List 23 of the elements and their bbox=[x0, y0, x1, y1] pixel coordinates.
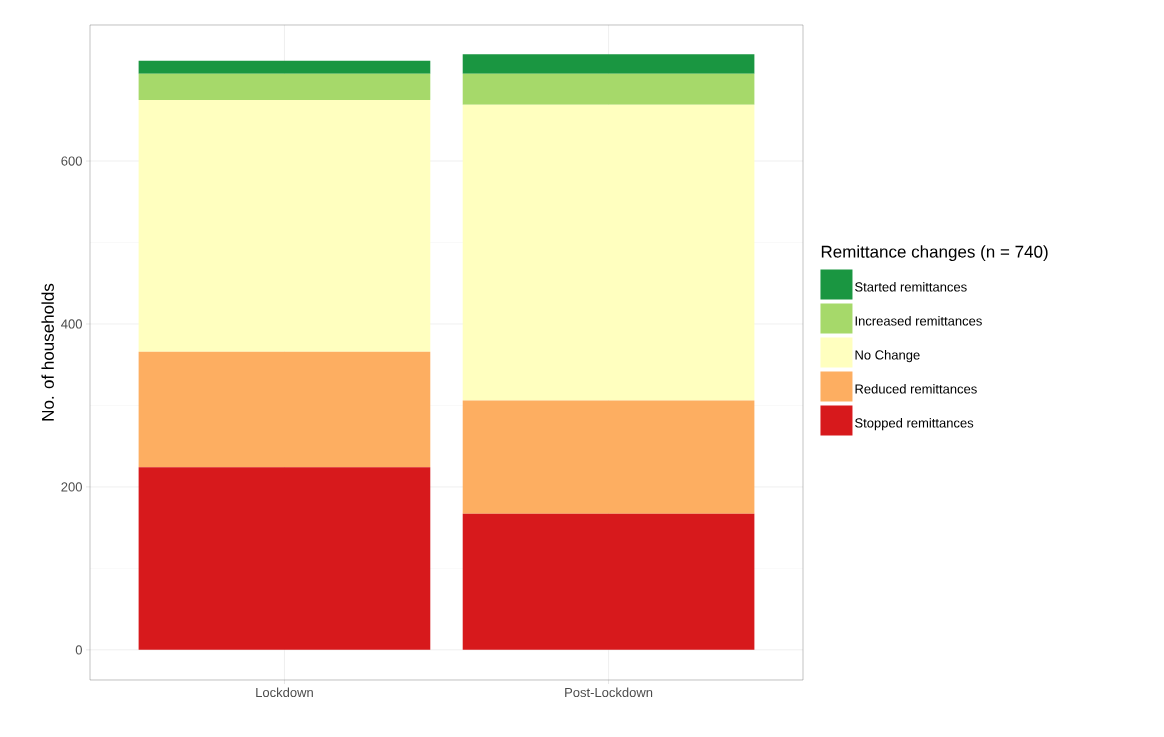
bar bbox=[138, 351, 431, 468]
x-tick-label: Lockdown bbox=[256, 687, 313, 698]
y-tick-label: 400 bbox=[61, 319, 82, 329]
bar bbox=[462, 400, 755, 514]
bar bbox=[138, 73, 431, 100]
y-axis-title: No. of households bbox=[41, 283, 54, 421]
legend-label: Reduced remittances bbox=[855, 384, 977, 394]
legend-label: Started remittances bbox=[855, 282, 967, 292]
bar bbox=[462, 73, 755, 105]
y-tick-label: 0 bbox=[75, 645, 82, 655]
bar bbox=[462, 104, 755, 401]
legend-label: Stopped remittances bbox=[855, 418, 974, 431]
bar bbox=[138, 99, 431, 352]
x-tick-label: Post-Lockdown bbox=[565, 687, 653, 698]
legend-label: No Change bbox=[855, 350, 920, 363]
bar bbox=[462, 513, 755, 650]
legend-title: Remittance changes (n = 740) bbox=[821, 245, 1048, 262]
bar bbox=[138, 60, 431, 74]
legend-label: Increased remittances bbox=[855, 316, 982, 326]
y-tick-label: 200 bbox=[61, 482, 82, 492]
y-tick-label: 600 bbox=[61, 156, 82, 166]
bar bbox=[462, 54, 755, 74]
bar bbox=[138, 467, 431, 650]
